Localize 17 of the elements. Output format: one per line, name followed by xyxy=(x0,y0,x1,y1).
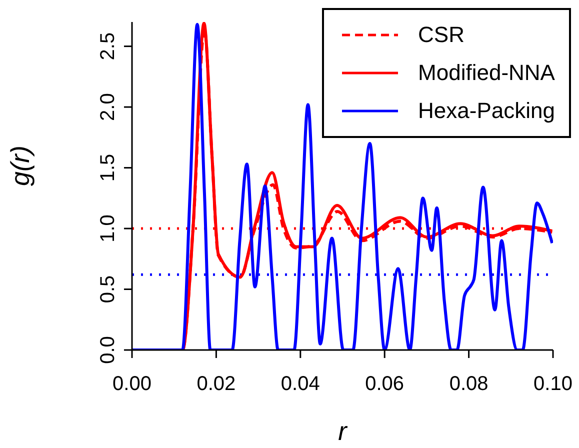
x-tick-label: 0.10 xyxy=(534,373,572,395)
legend-label: Modified-NNA xyxy=(418,60,555,86)
y-tick-label: 1.0 xyxy=(97,214,119,242)
x-tick-label: 0.04 xyxy=(280,373,320,395)
y-tick-label: 2.0 xyxy=(97,93,119,121)
x-tick-label: 0.00 xyxy=(112,373,152,395)
x-tick-label: 0.06 xyxy=(365,373,404,395)
x-tick-label: 0.02 xyxy=(196,373,236,395)
legend-label: CSR xyxy=(418,22,464,48)
legend-label: Hexa-Packing xyxy=(418,98,555,124)
y-tick-label: 0.0 xyxy=(97,336,119,364)
y-tick-label: 1.5 xyxy=(97,154,119,182)
x-axis-title: r xyxy=(338,416,348,446)
y-tick-label: 2.5 xyxy=(97,32,119,60)
y-tick-label: 0.5 xyxy=(97,275,119,304)
x-tick-label: 0.08 xyxy=(449,373,488,395)
y-axis-title: g(r) xyxy=(5,146,36,186)
